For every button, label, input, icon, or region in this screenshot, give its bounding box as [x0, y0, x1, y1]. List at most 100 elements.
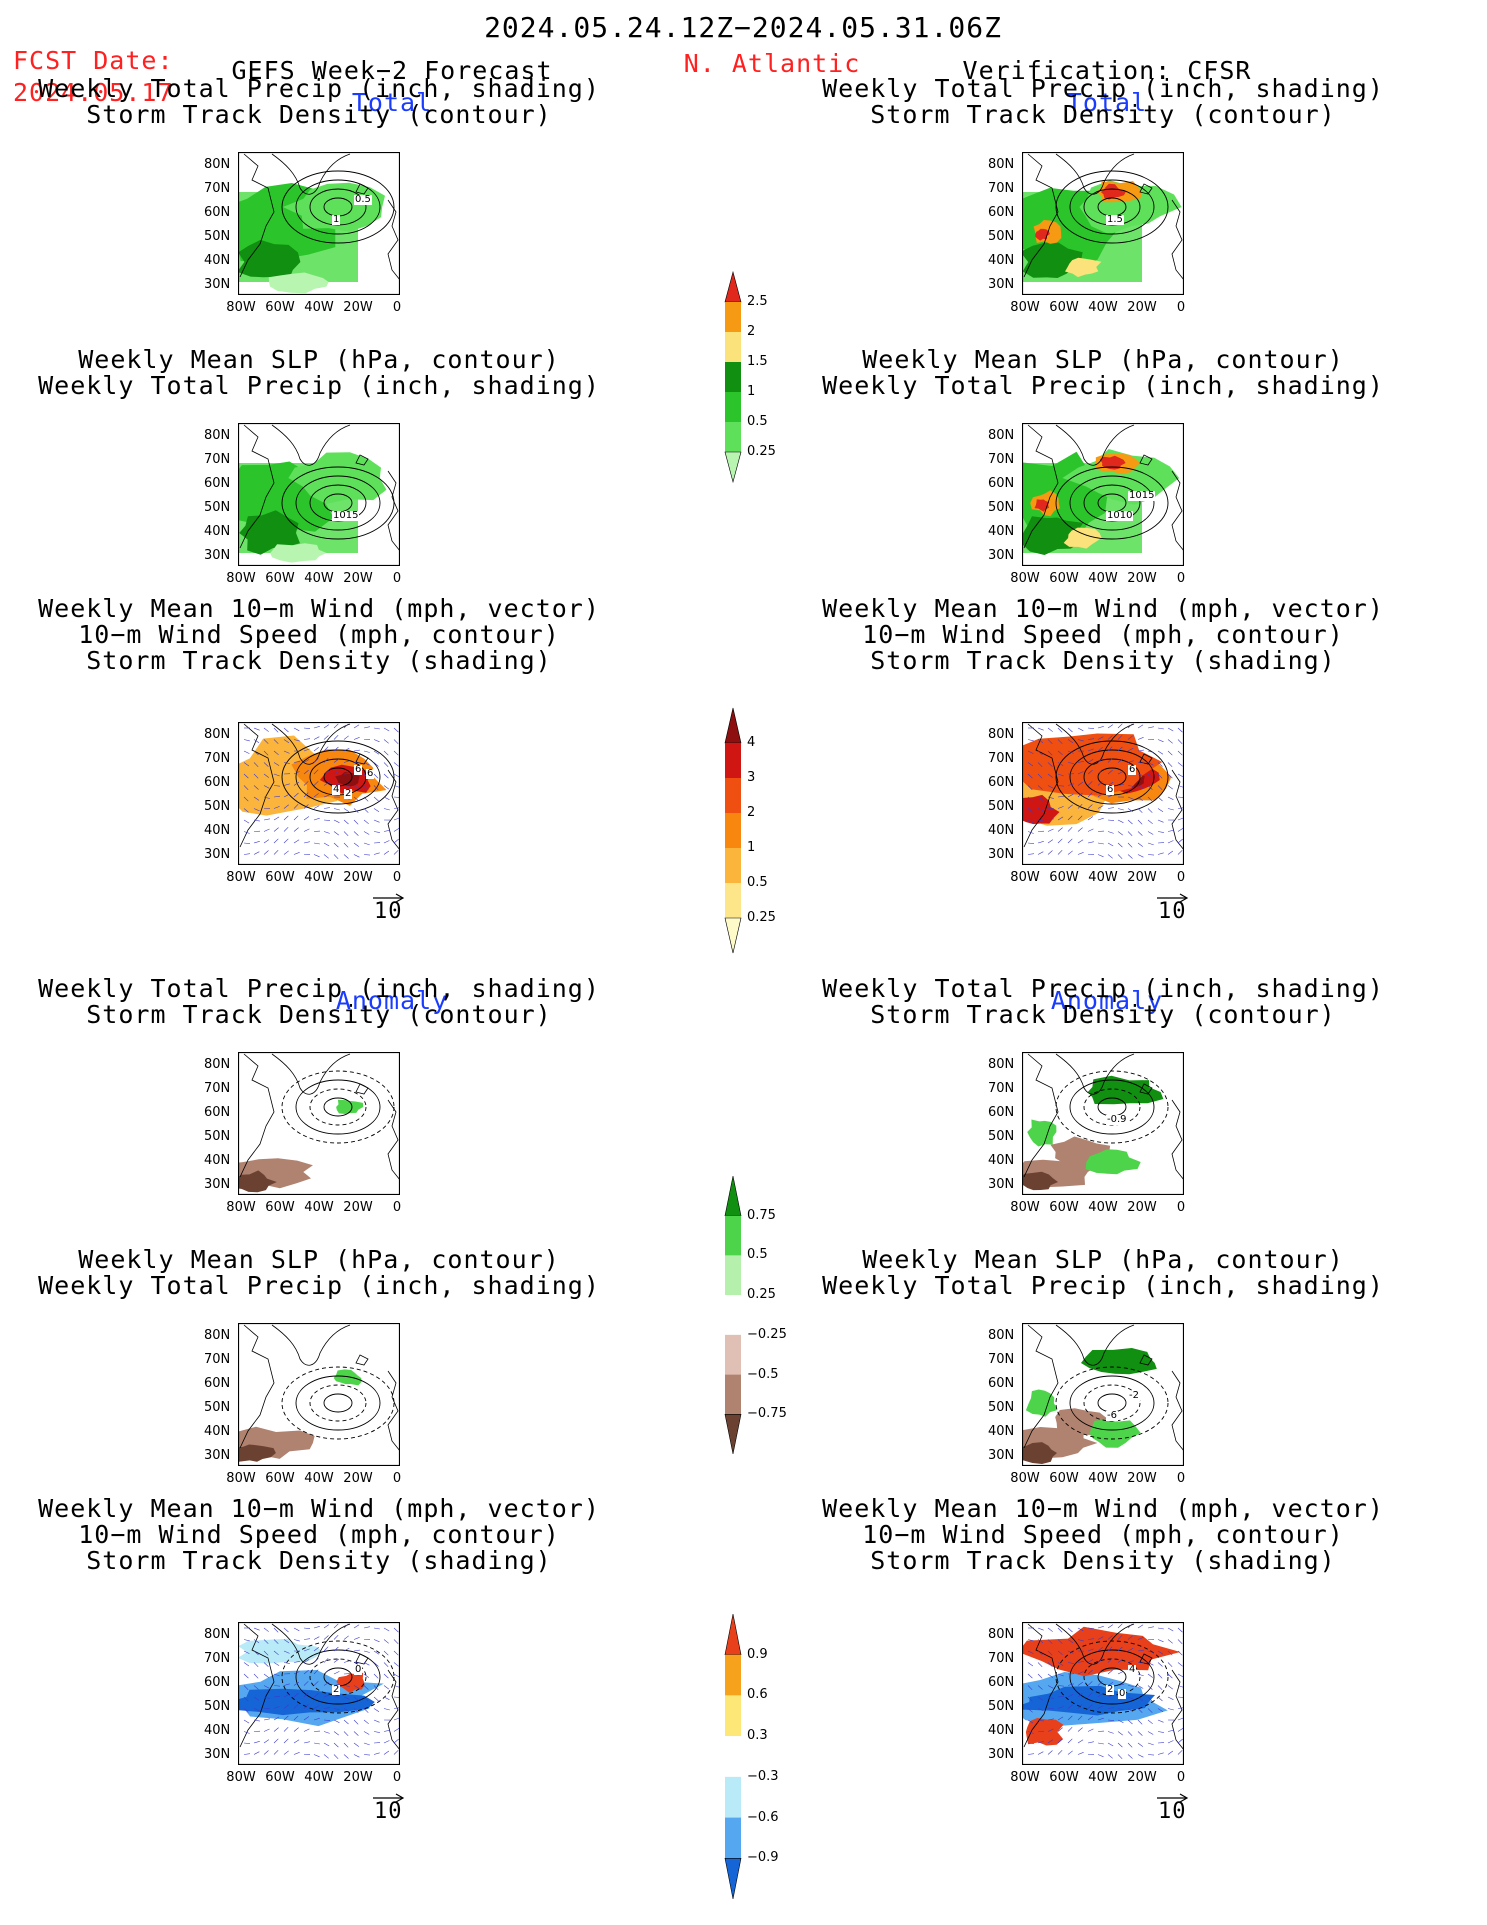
map-panel [238, 1323, 400, 1466]
lon-tick-label: 20W [343, 1471, 373, 1486]
lat-tick-label: 40N [988, 1723, 1015, 1738]
colorbar-label: 2 [747, 324, 756, 339]
lat-tick-label: 70N [988, 1651, 1015, 1666]
lat-tick-label: 70N [988, 1081, 1015, 1096]
contour-label: -6 [1106, 1410, 1118, 1421]
panel-title-line: Weekly Total Precip (inch, shading) [38, 371, 600, 400]
lat-tick-label: 80N [988, 727, 1015, 742]
colorbar-segment [725, 1295, 741, 1335]
lon-tick-label: 0 [392, 1471, 402, 1486]
colorbar-segment [725, 1817, 741, 1859]
lon-tick-label: 40W [304, 1471, 334, 1486]
map-panel [1022, 423, 1184, 566]
lat-tick-label: 70N [204, 1081, 231, 1096]
map-panel [238, 722, 400, 865]
colorbar-segment [725, 1255, 741, 1296]
lon-tick-label: 60W [265, 1770, 295, 1785]
contour-label: 0 [354, 1664, 363, 1675]
panel-title-line: Weekly Mean SLP (hPa, contour) [862, 1245, 1344, 1274]
lon-tick-label: 0 [1176, 1471, 1186, 1486]
panel-title-line: 10−m Wind Speed (mph, contour) [78, 1520, 560, 1549]
panel-title-line: Weekly Total Precip (inch, shading) [38, 974, 600, 1003]
panel-title-line: 10−m Wind Speed (mph, contour) [862, 1520, 1344, 1549]
lon-tick-label: 60W [265, 1200, 295, 1215]
lon-tick-label: 80W [226, 870, 256, 885]
lon-tick-label: 80W [226, 1471, 256, 1486]
colorbar-segment [725, 1776, 741, 1818]
lat-tick-label: 70N [988, 1352, 1015, 1367]
lat-tick-label: 70N [204, 1651, 231, 1666]
vector-ref-arrow [1157, 893, 1189, 903]
lon-tick-label: 80W [1010, 1471, 1040, 1486]
colorbar-precip_total [724, 270, 742, 484]
lat-tick-label: 80N [988, 428, 1015, 443]
lat-tick-label: 70N [988, 181, 1015, 196]
lat-tick-label: 30N [988, 277, 1015, 292]
lat-tick-label: 40N [204, 1723, 231, 1738]
lat-tick-label: 30N [204, 1448, 231, 1463]
panel-title-line: Weekly Total Precip (inch, shading) [822, 74, 1384, 103]
vector-ref-label: 10 [374, 899, 403, 924]
lat-tick-label: 30N [988, 847, 1015, 862]
lat-tick-label: 70N [988, 751, 1015, 766]
panel-title-line: Weekly Total Precip (inch, shading) [822, 371, 1384, 400]
map-panel [238, 152, 400, 295]
panel-title-line: Storm Track Density (contour) [870, 1000, 1336, 1029]
lat-tick-label: 70N [204, 181, 231, 196]
lon-tick-label: 40W [1088, 1770, 1118, 1785]
panel-title-line: Weekly Mean 10−m Wind (mph, vector) [38, 594, 600, 623]
panel-title-line: Storm Track Density (contour) [86, 100, 552, 129]
lat-tick-label: 30N [204, 548, 231, 563]
lon-tick-label: 60W [265, 870, 295, 885]
map-panel [1022, 1622, 1184, 1765]
vector-ref-arrow [373, 893, 405, 903]
lon-tick-label: 80W [1010, 1200, 1040, 1215]
colorbar-label: −0.75 [747, 1406, 787, 1422]
lat-tick-label: 50N [988, 799, 1015, 814]
colorbar-segment [724, 917, 742, 954]
lon-tick-label: 80W [1010, 1770, 1040, 1785]
panel-title-line: Weekly Mean SLP (hPa, contour) [78, 1245, 560, 1274]
vector-ref-label: 10 [374, 1799, 403, 1824]
colorbar-label: 4 [747, 735, 756, 750]
lat-tick-label: 80N [988, 157, 1015, 172]
lon-tick-label: 20W [1127, 870, 1157, 885]
lat-tick-label: 40N [204, 253, 231, 268]
panel-title-line: Storm Track Density (contour) [870, 100, 1336, 129]
colorbar-label: 0.25 [747, 910, 776, 925]
lat-tick-label: 60N [204, 1675, 231, 1690]
colorbar-segment [725, 1695, 741, 1737]
lon-tick-label: 20W [343, 1770, 373, 1785]
lat-tick-label: 40N [988, 1153, 1015, 1168]
verification-title: Verification: CFSR [962, 56, 1252, 85]
colorbar-segment [724, 1175, 742, 1217]
section-total-left: Total [351, 88, 433, 117]
lat-tick-label: 50N [988, 500, 1015, 515]
lat-tick-label: 60N [204, 1105, 231, 1120]
colorbar-label: −0.5 [747, 1366, 779, 1382]
contour-label: 2 [332, 1684, 341, 1695]
lat-tick-label: 70N [988, 452, 1015, 467]
lat-tick-label: 60N [204, 205, 231, 220]
panel-title-line: 10−m Wind Speed (mph, contour) [78, 620, 560, 649]
contour-label: 6 [366, 768, 375, 779]
lon-tick-label: 0 [1176, 571, 1186, 586]
lon-tick-label: 20W [1127, 571, 1157, 586]
lon-tick-label: 40W [304, 1770, 334, 1785]
lat-tick-label: 60N [988, 775, 1015, 790]
panel-title-line: Weekly Total Precip (inch, shading) [822, 1271, 1384, 1300]
contour-label: 6 [1128, 764, 1137, 775]
lon-tick-label: 20W [1127, 1471, 1157, 1486]
lon-tick-label: 0 [1176, 1770, 1186, 1785]
panel-title-line: Storm Track Density (shading) [86, 646, 552, 675]
lat-tick-label: 80N [988, 1057, 1015, 1072]
colorbar-segment [725, 302, 741, 332]
vector-ref-label: 10 [1158, 1799, 1187, 1824]
colorbar-segment [724, 270, 742, 303]
lon-tick-label: 60W [1049, 300, 1079, 315]
lat-tick-label: 30N [204, 277, 231, 292]
lon-tick-label: 20W [1127, 300, 1157, 315]
panel-title-line: Weekly Total Precip (inch, shading) [38, 1271, 600, 1300]
colorbar-label: 3 [747, 770, 756, 785]
lon-tick-label: 0 [392, 571, 402, 586]
